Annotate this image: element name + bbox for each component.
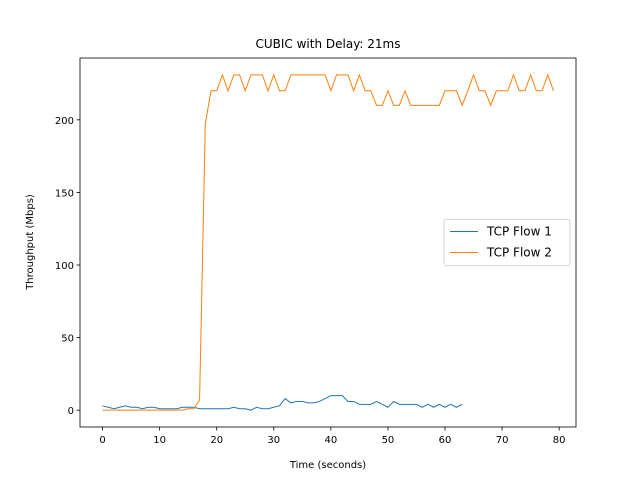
x-tick-label: 60 [439, 435, 452, 446]
legend-label: TCP Flow 2 [486, 246, 552, 260]
y-tick-label: 200 [55, 116, 74, 127]
series-line [102, 395, 463, 411]
chart-title: CUBIC with Delay: 21ms [255, 37, 400, 51]
x-axis-label: Time (seconds) [289, 460, 366, 471]
y-tick-label: 100 [55, 261, 74, 272]
x-tick-label: 40 [324, 435, 337, 446]
y-axis-label: Throughput (Mbps) [25, 194, 36, 291]
series-line [102, 73, 554, 411]
x-tick-label: 20 [210, 435, 223, 446]
y-tick-label: 0 [68, 406, 74, 417]
x-tick-label: 10 [153, 435, 166, 446]
x-tick-label: 50 [382, 435, 395, 446]
x-tick-label: 30 [267, 435, 280, 446]
y-tick-label: 150 [55, 188, 74, 199]
x-tick-label: 0 [99, 435, 105, 446]
legend-label: TCP Flow 1 [486, 225, 552, 239]
x-tick-label: 80 [553, 435, 566, 446]
x-tick-label: 70 [496, 435, 509, 446]
y-tick-label: 50 [61, 334, 74, 345]
plot-frame [79, 57, 577, 428]
